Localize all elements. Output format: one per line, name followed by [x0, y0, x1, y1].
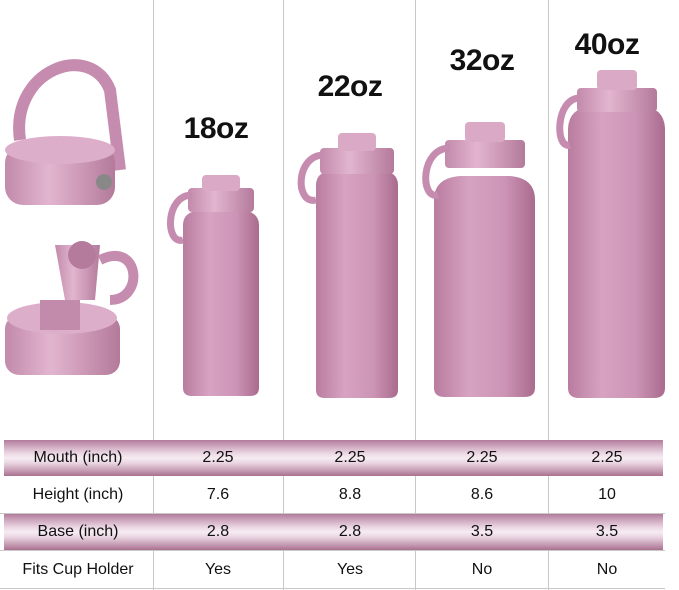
- table-cell: 7.6: [206, 486, 230, 503]
- spout-lid: [5, 241, 139, 375]
- table-cell: 3.5: [595, 523, 619, 540]
- table-cell: 2.25: [202, 449, 234, 466]
- column-divider: [283, 0, 284, 590]
- table-cell: 8.6: [470, 486, 494, 503]
- handle-lid: [5, 59, 126, 205]
- table-cell: 3.5: [470, 523, 494, 540]
- row-label: Height (inch): [32, 486, 124, 503]
- bottle-32oz: [422, 122, 535, 397]
- table-cell: No: [471, 561, 493, 578]
- table-cell: Yes: [204, 561, 232, 578]
- column-divider: [548, 0, 549, 590]
- bottle-18oz: [167, 175, 259, 396]
- row-label: Fits Cup Holder: [22, 561, 134, 578]
- size-label: 40oz: [574, 28, 640, 61]
- row-divider: [0, 513, 665, 514]
- table-row: [4, 514, 663, 550]
- size-label: 22oz: [317, 70, 383, 103]
- size-label: 18oz: [183, 112, 249, 145]
- row-label: Mouth (inch): [33, 449, 123, 466]
- table-cell: No: [596, 561, 618, 578]
- table-cell: Yes: [336, 561, 364, 578]
- table-cell: 2.25: [466, 449, 498, 466]
- table-cell: 2.25: [591, 449, 623, 466]
- size-label: 32oz: [449, 44, 515, 77]
- table-cell: 10: [598, 486, 616, 503]
- table-cell: 8.8: [338, 486, 362, 503]
- row-label: Base (inch): [37, 523, 119, 540]
- bottle-22oz: [297, 133, 398, 398]
- product-illustration: [5, 59, 665, 398]
- bottle-40oz: [556, 70, 665, 398]
- table-cell: 2.25: [334, 449, 366, 466]
- table-row: [4, 440, 663, 476]
- row-divider: [0, 550, 665, 551]
- column-divider: [153, 0, 154, 590]
- table-cell: 2.8: [206, 523, 230, 540]
- table-cell: 2.8: [338, 523, 362, 540]
- row-divider: [0, 588, 665, 589]
- column-divider: [415, 0, 416, 590]
